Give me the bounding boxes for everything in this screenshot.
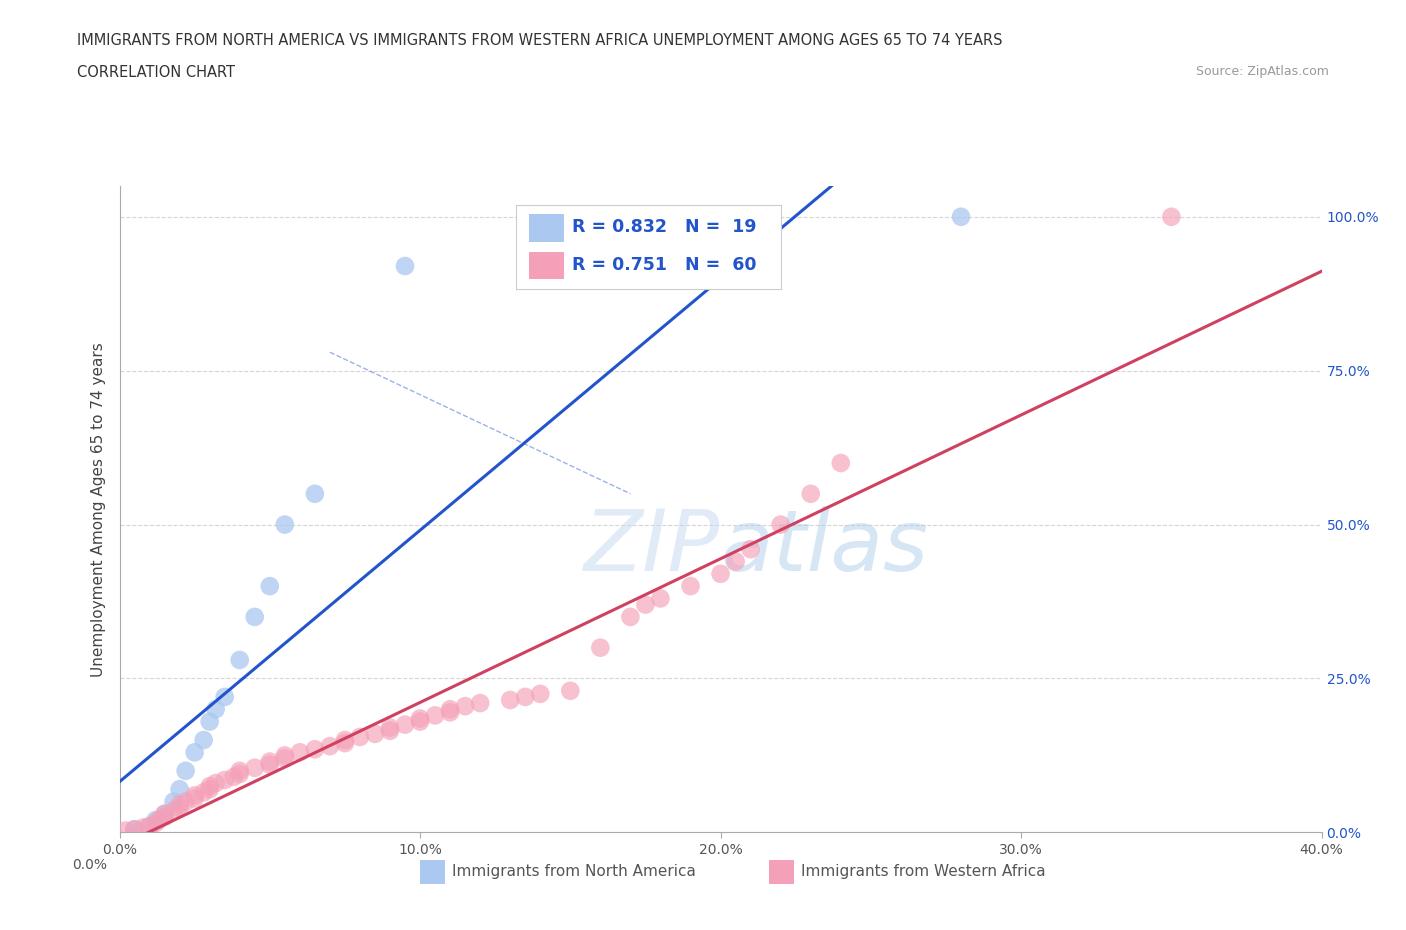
- Point: [619, 609, 641, 624]
- Point: [409, 711, 432, 726]
- Point: [228, 764, 252, 778]
- Text: R = 0.751   N =  60: R = 0.751 N = 60: [572, 256, 756, 274]
- Point: [1160, 209, 1182, 224]
- Point: [423, 708, 446, 723]
- Point: [145, 813, 167, 828]
- Point: [378, 724, 401, 738]
- Point: [333, 733, 356, 748]
- Point: [243, 761, 266, 776]
- Text: Immigrants from North America: Immigrants from North America: [453, 864, 696, 880]
- Text: 0.0%: 0.0%: [73, 858, 107, 872]
- Point: [169, 797, 191, 812]
- Point: [950, 209, 973, 224]
- Point: [148, 813, 170, 828]
- Point: [174, 764, 197, 778]
- Point: [499, 693, 522, 708]
- Point: [153, 806, 176, 821]
- Point: [454, 698, 477, 713]
- Point: [174, 794, 197, 809]
- Point: [228, 653, 252, 668]
- Point: [183, 745, 205, 760]
- Point: [274, 748, 297, 763]
- Text: Immigrants from Western Africa: Immigrants from Western Africa: [801, 864, 1046, 880]
- Point: [138, 818, 160, 833]
- Point: [529, 686, 551, 701]
- Text: ZIP: ZIP: [585, 507, 720, 590]
- Point: [138, 818, 160, 833]
- Text: IMMIGRANTS FROM NORTH AMERICA VS IMMIGRANTS FROM WESTERN AFRICA UNEMPLOYMENT AMO: IMMIGRANTS FROM NORTH AMERICA VS IMMIGRA…: [77, 33, 1002, 47]
- Point: [679, 578, 702, 593]
- Point: [394, 717, 416, 732]
- Point: [193, 785, 215, 800]
- Point: [162, 794, 184, 809]
- Point: [204, 702, 226, 717]
- Text: CORRELATION CHART: CORRELATION CHART: [77, 65, 235, 80]
- Point: [634, 597, 657, 612]
- Point: [124, 822, 146, 837]
- Point: [560, 684, 582, 698]
- Point: [169, 801, 191, 816]
- Bar: [530, 214, 564, 242]
- Point: [243, 609, 266, 624]
- Point: [228, 766, 252, 781]
- Point: [333, 736, 356, 751]
- Text: Source: ZipAtlas.com: Source: ZipAtlas.com: [1195, 65, 1329, 78]
- Point: [198, 778, 221, 793]
- Point: [515, 689, 537, 704]
- Point: [439, 702, 461, 717]
- Point: [274, 751, 297, 766]
- Point: [114, 823, 136, 838]
- Point: [169, 782, 191, 797]
- Point: [439, 705, 461, 720]
- Point: [709, 566, 731, 581]
- Point: [132, 820, 155, 835]
- Point: [124, 822, 146, 837]
- Text: atlas: atlas: [720, 507, 928, 590]
- Point: [470, 696, 492, 711]
- Point: [409, 714, 432, 729]
- Point: [222, 769, 245, 784]
- Y-axis label: Unemployment Among Ages 65 to 74 years: Unemployment Among Ages 65 to 74 years: [90, 342, 105, 676]
- Point: [394, 259, 416, 273]
- Point: [288, 745, 311, 760]
- Point: [740, 542, 762, 557]
- Point: [153, 806, 176, 821]
- Point: [259, 578, 281, 593]
- Point: [650, 591, 672, 605]
- Point: [198, 714, 221, 729]
- Point: [259, 754, 281, 769]
- Point: [378, 720, 401, 735]
- Point: [204, 776, 226, 790]
- Point: [800, 486, 823, 501]
- Point: [183, 791, 205, 806]
- Bar: [530, 252, 564, 279]
- Point: [183, 788, 205, 803]
- Point: [153, 809, 176, 824]
- Point: [304, 742, 326, 757]
- Point: [769, 517, 792, 532]
- Point: [259, 757, 281, 772]
- Point: [214, 773, 236, 788]
- Point: [145, 816, 167, 830]
- Point: [214, 689, 236, 704]
- Point: [830, 456, 852, 471]
- Point: [589, 640, 612, 655]
- Point: [349, 729, 371, 744]
- Point: [364, 726, 387, 741]
- Point: [193, 733, 215, 748]
- Point: [304, 486, 326, 501]
- Point: [319, 738, 342, 753]
- Point: [724, 554, 747, 569]
- Point: [198, 782, 221, 797]
- Point: [162, 804, 184, 818]
- Text: R = 0.832   N =  19: R = 0.832 N = 19: [572, 219, 756, 236]
- Point: [274, 517, 297, 532]
